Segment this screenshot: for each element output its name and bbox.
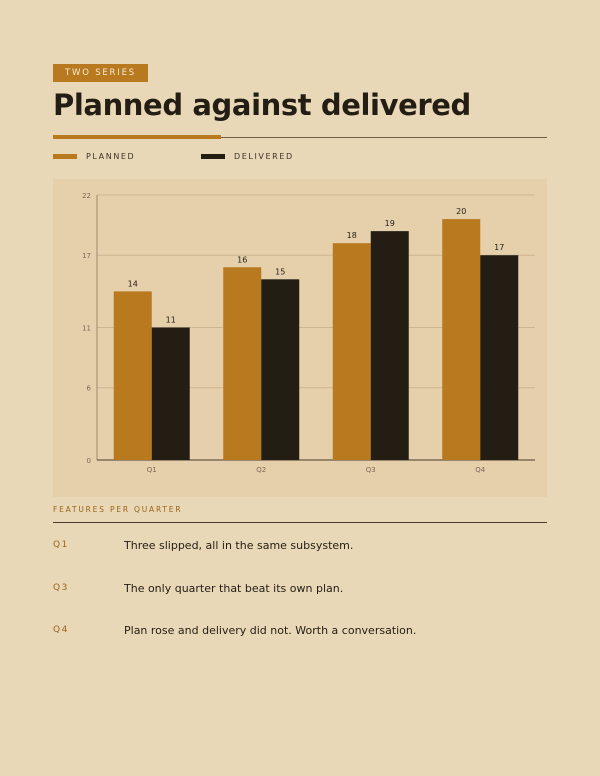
legend-label-planned: PLANNED (86, 152, 136, 161)
legend-label-delivered: DELIVERED (234, 152, 294, 161)
data-label: 15 (275, 267, 285, 276)
data-label: 18 (347, 231, 357, 240)
note-row: Q3 The only quarter that beat its own pl… (53, 582, 547, 598)
note-text: Plan rose and delivery did not. Worth a … (124, 624, 417, 637)
bar-delivered (370, 231, 409, 460)
data-label: 20 (456, 207, 466, 216)
note-quarter: Q3 (53, 583, 70, 593)
x-tick-label: Q1 (147, 466, 157, 474)
legend-item-delivered: DELIVERED (201, 152, 294, 161)
bar-planned (113, 291, 152, 460)
note-row: Q4 Plan rose and delivery did not. Worth… (53, 624, 547, 640)
caption-divider (53, 522, 547, 523)
data-label: 16 (237, 255, 247, 264)
title-accent-rule (53, 135, 221, 139)
title-divider (53, 137, 547, 138)
y-tick-label: 22 (82, 192, 91, 200)
y-tick-label: 17 (82, 252, 91, 260)
x-tick-label: Q2 (256, 466, 266, 474)
bar-delivered (151, 327, 190, 460)
chart-caption: FEATURES PER QUARTER (53, 505, 183, 514)
bar-chart: 0 6 11 17 22 14 11 Q1 16 15 Q2 18 19 Q3 20 17 Q4 (82, 192, 535, 474)
note-text: Three slipped, all in the same subsystem… (124, 539, 354, 552)
bar-delivered (261, 279, 300, 460)
note-quarter: Q4 (53, 625, 70, 635)
data-label: 19 (385, 219, 395, 228)
note-quarter: Q1 (53, 540, 70, 550)
series-tag: TWO SERIES (53, 64, 148, 82)
data-label: 11 (166, 316, 176, 325)
note-text: The only quarter that beat its own plan. (124, 582, 344, 595)
x-tick-label: Q3 (366, 466, 376, 474)
bar-delivered (480, 255, 519, 460)
legend-swatch-delivered (201, 154, 225, 159)
page-title: Planned against delivered (53, 88, 471, 122)
y-tick-label: 6 (87, 385, 92, 393)
bar-planned (442, 219, 481, 460)
data-label: 17 (494, 243, 504, 252)
y-tick-label: 0 (87, 457, 91, 465)
x-tick-label: Q4 (475, 466, 486, 474)
y-tick-label: 11 (82, 325, 91, 333)
bar-planned (332, 243, 371, 460)
data-label: 14 (128, 279, 138, 288)
chart-panel: 0 6 11 17 22 14 11 Q1 16 15 Q2 18 19 Q3 20 17 Q4 (53, 179, 547, 497)
bar-planned (223, 267, 262, 460)
note-row: Q1 Three slipped, all in the same subsys… (53, 539, 547, 555)
legend-item-planned: PLANNED (53, 152, 135, 161)
legend-swatch-planned (53, 154, 77, 159)
